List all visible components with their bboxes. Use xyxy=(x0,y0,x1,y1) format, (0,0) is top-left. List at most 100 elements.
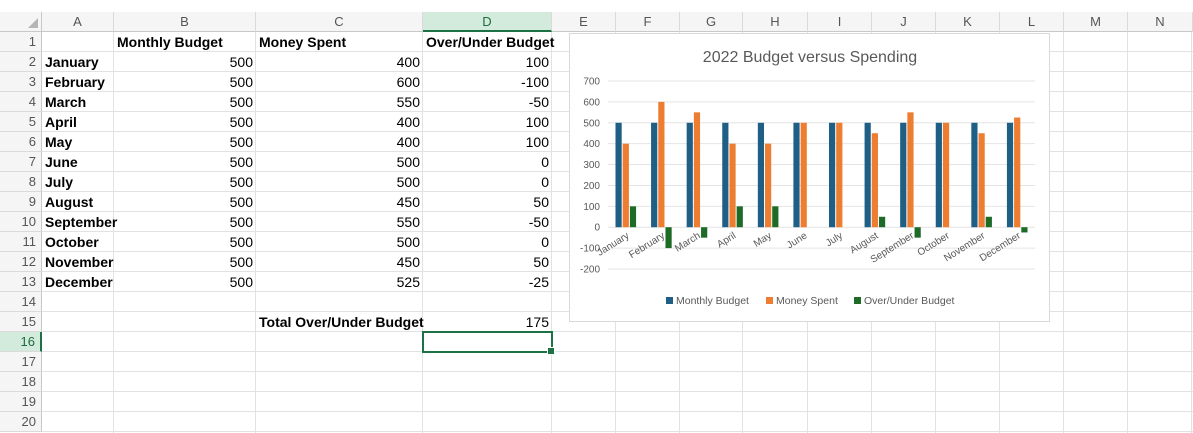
cell-budget[interactable]: 500 xyxy=(229,234,253,250)
row-header-13[interactable]: 13 xyxy=(0,272,42,292)
cell-over-under[interactable]: -100 xyxy=(520,74,549,90)
cell-over-under[interactable]: -25 xyxy=(528,274,549,290)
header-monthly-budget[interactable]: Monthly Budget xyxy=(117,34,223,50)
row-header-15[interactable]: 15 xyxy=(0,312,42,332)
row-header-5[interactable]: 5 xyxy=(0,112,42,132)
cell-spent[interactable]: 600 xyxy=(396,74,420,90)
column-header-K[interactable]: K xyxy=(936,12,1000,32)
column-header-A[interactable]: A xyxy=(42,12,114,32)
row-header-7[interactable]: 7 xyxy=(0,152,42,172)
cell-month[interactable]: May xyxy=(45,134,73,150)
cell-budget[interactable]: 500 xyxy=(229,194,253,210)
column-header-E[interactable]: E xyxy=(552,12,616,32)
cell-month[interactable]: September xyxy=(45,214,118,230)
cell-month[interactable]: November xyxy=(45,254,114,270)
y-tick-label: 400 xyxy=(583,139,600,150)
cell-spent[interactable]: 500 xyxy=(396,174,420,190)
cell-budget[interactable]: 500 xyxy=(229,114,253,130)
cell-month[interactable]: January xyxy=(45,54,99,70)
cell-budget[interactable]: 500 xyxy=(229,134,253,150)
cell-over-under[interactable]: 50 xyxy=(533,254,549,270)
legend-swatch xyxy=(766,297,773,304)
column-header-B[interactable]: B xyxy=(114,12,256,32)
cell-over-under[interactable]: 100 xyxy=(525,114,549,130)
column-header-N[interactable]: N xyxy=(1128,12,1193,32)
cell-over-under[interactable]: 100 xyxy=(525,134,549,150)
cell-over-under[interactable]: 0 xyxy=(541,174,549,190)
select-all-corner[interactable] xyxy=(0,12,42,32)
cell-budget[interactable]: 500 xyxy=(229,94,253,110)
column-header-L[interactable]: L xyxy=(1000,12,1064,32)
row-header-12[interactable]: 12 xyxy=(0,252,42,272)
cell-spent[interactable]: 450 xyxy=(396,194,420,210)
cell-spent[interactable]: 400 xyxy=(396,114,420,130)
cell-spent[interactable]: 450 xyxy=(396,254,420,270)
column-header-J[interactable]: J xyxy=(872,12,936,32)
cell-spent[interactable]: 500 xyxy=(396,154,420,170)
row-header-18[interactable]: 18 xyxy=(0,372,42,392)
cell-over-under[interactable]: 0 xyxy=(541,154,549,170)
cell-month[interactable]: February xyxy=(45,74,105,90)
cell-month[interactable]: June xyxy=(45,154,78,170)
row-header-20[interactable]: 20 xyxy=(0,412,42,432)
bar-money-spent-may xyxy=(765,143,772,228)
cell-over-under[interactable]: -50 xyxy=(528,214,549,230)
cell-over-under[interactable]: 100 xyxy=(525,54,549,70)
row-header-4[interactable]: 4 xyxy=(0,92,42,112)
bar-monthly-budget-june xyxy=(793,122,800,228)
column-header-G[interactable]: G xyxy=(680,12,743,32)
cell-spent[interactable]: 525 xyxy=(396,274,420,290)
cell-month[interactable]: July xyxy=(45,174,74,190)
header-over-under-budget[interactable]: Over/Under Budget xyxy=(426,34,555,50)
fill-handle[interactable] xyxy=(547,347,555,355)
column-header-C[interactable]: C xyxy=(256,12,423,32)
column-header-I[interactable]: I xyxy=(808,12,872,32)
cell-over-under[interactable]: 50 xyxy=(533,194,549,210)
cell-spent[interactable]: 400 xyxy=(396,134,420,150)
column-header-D[interactable]: D xyxy=(423,12,552,32)
row-header-8[interactable]: 8 xyxy=(0,172,42,192)
cell-budget[interactable]: 500 xyxy=(229,254,253,270)
row-header-9[interactable]: 9 xyxy=(0,192,42,212)
row-header-16[interactable]: 16 xyxy=(0,332,42,352)
cell-budget[interactable]: 500 xyxy=(229,154,253,170)
row-header-10[interactable]: 10 xyxy=(0,212,42,232)
cell-budget[interactable]: 500 xyxy=(229,74,253,90)
row-header-11[interactable]: 11 xyxy=(0,232,42,252)
row-header-14[interactable]: 14 xyxy=(0,292,42,312)
cell-budget[interactable]: 500 xyxy=(229,174,253,190)
cell-month[interactable]: December xyxy=(45,274,113,290)
row-header-1[interactable]: 1 xyxy=(0,32,42,52)
cell-month[interactable]: August xyxy=(45,194,94,210)
chart[interactable]: 2022 Budget versus Spending 700 600 500 400 3… xyxy=(569,33,1050,322)
total-value[interactable]: 175 xyxy=(525,314,549,330)
cell-budget[interactable]: 500 xyxy=(229,214,253,230)
header-money-spent[interactable]: Money Spent xyxy=(259,34,347,50)
cell-spent[interactable]: 550 xyxy=(396,94,420,110)
cell-month[interactable]: October xyxy=(45,234,99,250)
cell-spent[interactable]: 400 xyxy=(396,54,420,70)
total-label[interactable]: Total Over/Under Budget xyxy=(259,314,424,330)
row-header-19[interactable]: 19 xyxy=(0,392,42,412)
x-category-label: February xyxy=(627,230,667,261)
row-header-3[interactable]: 3 xyxy=(0,72,42,92)
column-header-M[interactable]: M xyxy=(1064,12,1128,32)
column-header-H[interactable]: H xyxy=(743,12,808,32)
cell-spent[interactable]: 550 xyxy=(396,214,420,230)
x-category-label: July xyxy=(824,230,845,249)
bar-money-spent-april xyxy=(729,143,736,228)
cell-month[interactable]: March xyxy=(45,94,87,110)
active-cell-D16[interactable] xyxy=(422,331,555,355)
cell-over-under[interactable]: -50 xyxy=(528,94,549,110)
row-header-17[interactable]: 17 xyxy=(0,352,42,372)
column-header-F[interactable]: F xyxy=(616,12,680,32)
row-header-2[interactable]: 2 xyxy=(0,52,42,72)
cell-budget[interactable]: 500 xyxy=(229,54,253,70)
cell-spent[interactable]: 500 xyxy=(396,234,420,250)
cell-over-under[interactable]: 0 xyxy=(541,234,549,250)
cell-budget[interactable]: 500 xyxy=(229,274,253,290)
row-header-6[interactable]: 6 xyxy=(0,132,42,152)
select-all-triangle-icon xyxy=(28,18,38,28)
cell-month[interactable]: April xyxy=(45,114,77,130)
